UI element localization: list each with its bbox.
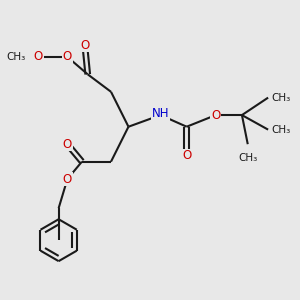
Text: CH₃: CH₃ xyxy=(271,93,290,103)
Text: O: O xyxy=(80,39,89,52)
Text: NH: NH xyxy=(152,107,169,120)
Text: CH₃: CH₃ xyxy=(271,124,290,135)
Text: O: O xyxy=(63,138,72,151)
Text: O: O xyxy=(63,50,72,63)
Text: O: O xyxy=(63,172,72,186)
Text: CH₃: CH₃ xyxy=(238,153,257,163)
Text: O: O xyxy=(211,109,220,122)
Text: CH₃: CH₃ xyxy=(6,52,25,62)
Text: O: O xyxy=(182,149,191,162)
Text: O: O xyxy=(34,50,43,63)
